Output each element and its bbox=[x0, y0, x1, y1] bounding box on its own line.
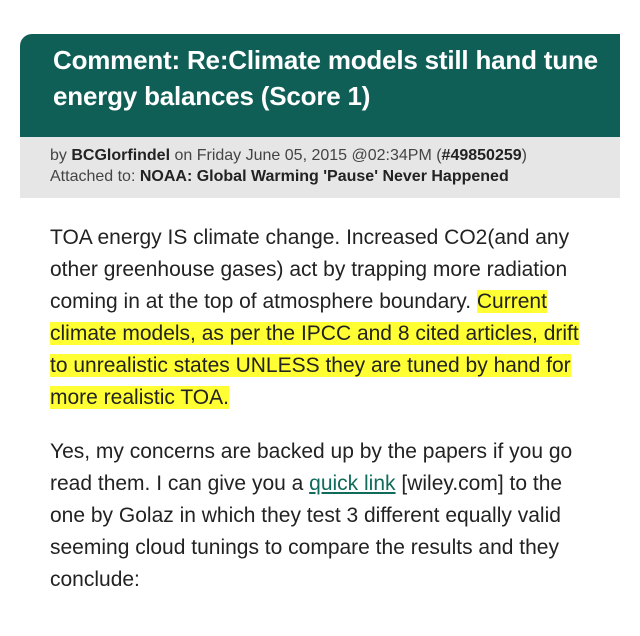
comment-body: TOA energy IS climate change. Increased … bbox=[20, 198, 620, 596]
comment-byline: by BCGlorfindel on Friday June 05, 2015 … bbox=[20, 137, 620, 198]
link-domain: [wiley.com] bbox=[401, 472, 504, 495]
by-prefix: by bbox=[50, 147, 67, 164]
byline-line-2: Attached to: NOAA: Global Warming 'Pause… bbox=[50, 166, 600, 187]
posted-date: on Friday June 05, 2015 @02:34PM ( bbox=[174, 147, 442, 164]
author-link[interactable]: BCGlorfindel bbox=[71, 147, 171, 164]
byline-line-1: by BCGlorfindel on Friday June 05, 2015 … bbox=[50, 145, 600, 166]
paragraph-1: TOA energy IS climate change. Increased … bbox=[50, 222, 590, 414]
close-paren: ) bbox=[521, 147, 527, 164]
comment-id-link[interactable]: #49850259 bbox=[441, 147, 522, 164]
paragraph-1-text: TOA energy IS climate change. Increased … bbox=[50, 226, 570, 313]
comment-header: Comment: Re:Climate models still hand tu… bbox=[20, 34, 620, 137]
paragraph-2-text-after: to the one by Golaz in which they test 3… bbox=[50, 472, 563, 591]
paragraph-2-text-before: Yes, my concerns are backed up by the pa… bbox=[50, 440, 573, 495]
paragraph-2: Yes, my concerns are backed up by the pa… bbox=[50, 436, 590, 596]
attached-label: Attached to: bbox=[50, 168, 136, 185]
story-title-link[interactable]: NOAA: Global Warming 'Pause' Never Happe… bbox=[139, 168, 509, 185]
comment: Comment: Re:Climate models still hand tu… bbox=[20, 34, 620, 618]
quick-link[interactable]: quick link bbox=[309, 472, 396, 495]
comment-title[interactable]: Comment: Re:Climate models still hand tu… bbox=[53, 45, 598, 111]
